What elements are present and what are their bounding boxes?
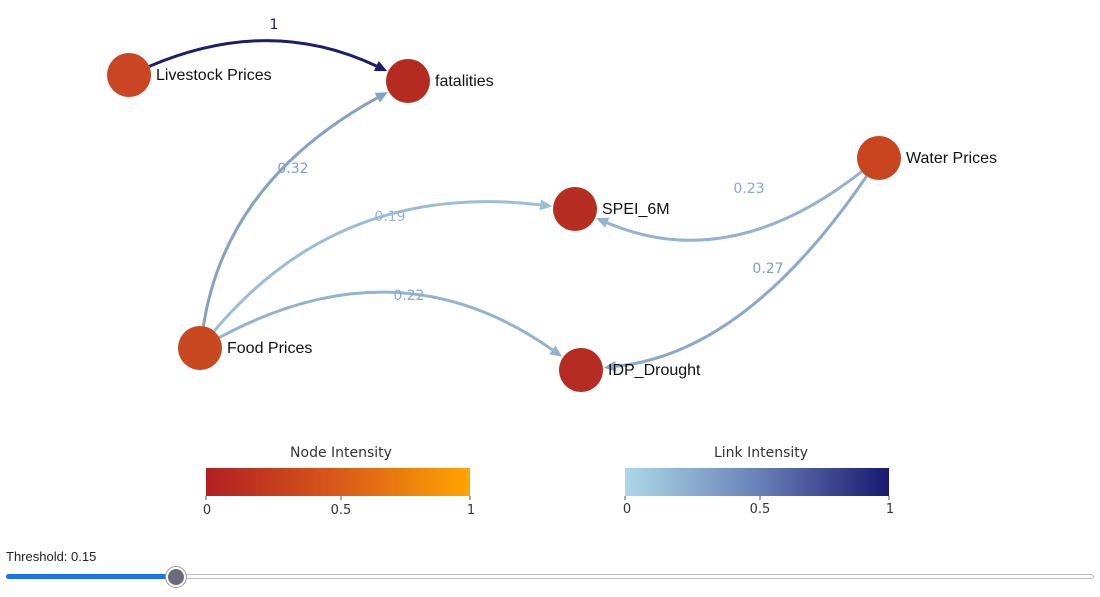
node-label-fatalities: fatalities [435, 73, 494, 90]
edge-food-to-spei[interactable] [212, 200, 541, 333]
threshold-slider-thumb[interactable] [166, 567, 186, 587]
threshold-slider-fill [6, 574, 176, 579]
edge-weight-label: 0.19 [374, 209, 405, 225]
node-idp[interactable] [559, 348, 603, 392]
link-legend-colorbar [625, 468, 889, 496]
node-legend-tick-0: 0 [203, 503, 211, 518]
edge-water-to-spei[interactable] [606, 170, 863, 242]
node-spei[interactable] [553, 187, 597, 231]
edge-arrowhead-livestock-to-fatalities [374, 61, 388, 72]
node-livestock[interactable] [107, 53, 151, 97]
edge-livestock-to-fatalities[interactable] [148, 39, 378, 68]
edge-food-to-idp[interactable] [218, 290, 554, 352]
edge-arrowhead-water-to-spei [596, 217, 610, 228]
network-graph: 1 0.32 0.19 0.22 0.23 0.27 Livestock Prices fa… [107, 17, 997, 525]
link-legend-tick-1: 1 [886, 502, 894, 517]
threshold-label: Threshold: 0.15 [6, 549, 97, 564]
edge-food-to-fatalities[interactable] [201, 96, 379, 327]
node-legend-colorbar [206, 468, 470, 496]
edge-weight-label: 1 [270, 17, 279, 33]
edges-layer: 1 0.32 0.19 0.22 0.23 0.27 [148, 17, 868, 372]
threshold-slider[interactable]: Threshold: 0.15 [6, 548, 1096, 588]
node-legend-title: Node Intensity [290, 445, 392, 461]
edge-water-to-idp[interactable] [615, 175, 868, 368]
node-label-food: Food Prices [227, 340, 312, 357]
node-intensity-legend: Node Intensity 0 0.5 1 [185, 435, 505, 525]
node-label-water: Water Prices [906, 150, 997, 167]
edge-weight-label: 0.32 [277, 161, 308, 177]
edge-weight-label: 0.23 [733, 181, 764, 197]
node-label-idp: IDP_Drought [608, 362, 701, 379]
node-water[interactable] [857, 136, 901, 180]
link-intensity-legend: Link Intensity 0 0.5 1 [604, 435, 934, 525]
link-legend-tick-mid: 0.5 [750, 502, 771, 517]
nodes-layer: Livestock Prices fatalities Water Prices SP… [107, 53, 997, 392]
node-fatalities[interactable] [386, 59, 430, 103]
node-legend-tick-1: 1 [467, 503, 475, 518]
node-label-livestock: Livestock Prices [156, 67, 272, 84]
node-label-spei: SPEI_6M [602, 201, 670, 218]
link-legend-title: Link Intensity [714, 445, 808, 461]
node-food[interactable] [178, 326, 222, 370]
node-legend-tick-mid: 0.5 [331, 503, 352, 518]
edge-arrowhead-food-to-idp [549, 345, 563, 357]
edge-arrowhead-food-to-spei [539, 199, 553, 211]
edge-arrowhead-water-to-idp [603, 360, 617, 372]
link-legend-tick-0: 0 [623, 502, 631, 517]
edge-weight-label: 0.27 [752, 261, 783, 277]
edge-weight-label: 0.22 [393, 288, 424, 304]
edge-arrowhead-food-to-fatalities [374, 92, 388, 103]
